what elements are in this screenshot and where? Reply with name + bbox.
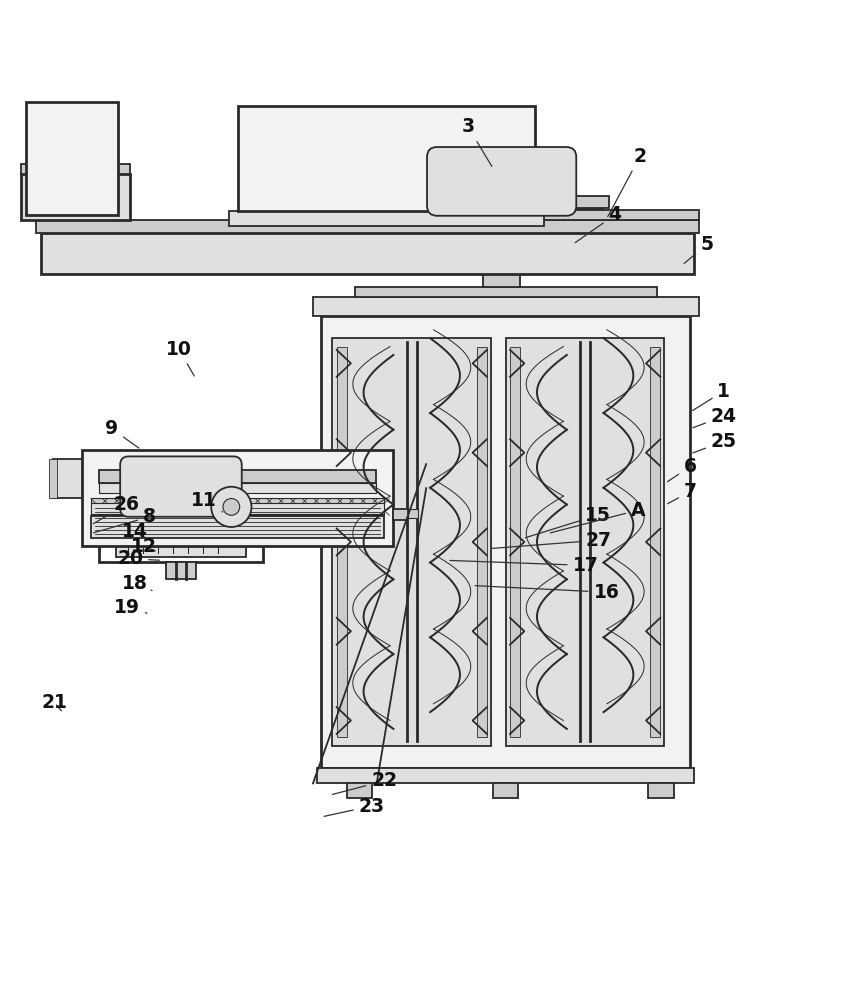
Bar (322, 316, 690, 768)
Text: 23: 23 (324, 797, 385, 816)
Bar (648, 783, 674, 798)
Bar (401, 208, 603, 273)
Bar (477, 347, 487, 737)
Text: 16: 16 (475, 583, 619, 602)
Bar (510, 347, 520, 737)
Bar (100, 483, 376, 493)
Text: 20: 20 (117, 549, 160, 568)
FancyBboxPatch shape (427, 147, 576, 216)
Bar (26, 102, 118, 215)
Bar (116, 508, 246, 557)
Bar (394, 196, 609, 208)
Text: 27: 27 (492, 531, 611, 550)
Text: 26: 26 (93, 495, 140, 524)
Text: 7: 7 (668, 482, 697, 504)
Bar (313, 297, 699, 316)
Bar (166, 562, 196, 579)
Bar (21, 164, 130, 174)
Text: 12: 12 (131, 537, 157, 556)
Text: 3: 3 (462, 117, 492, 166)
Text: 9: 9 (106, 419, 139, 448)
Bar (100, 510, 262, 562)
Text: 8: 8 (94, 507, 156, 533)
Bar (21, 174, 130, 220)
Bar (41, 233, 695, 274)
FancyBboxPatch shape (120, 456, 241, 517)
Bar (506, 338, 664, 746)
Bar (355, 287, 657, 297)
Bar (333, 338, 491, 746)
Bar (91, 503, 384, 514)
Text: 24: 24 (693, 407, 737, 428)
Bar (337, 347, 347, 737)
Text: 19: 19 (114, 598, 147, 617)
Text: 6: 6 (668, 457, 697, 482)
Bar (484, 266, 520, 287)
Bar (392, 509, 408, 520)
Bar (230, 211, 544, 226)
Bar (305, 210, 699, 220)
Bar (91, 498, 384, 515)
Text: 25: 25 (693, 432, 737, 453)
Bar (237, 106, 535, 211)
Text: 18: 18 (122, 574, 152, 593)
Polygon shape (313, 464, 426, 783)
Text: 22: 22 (333, 771, 398, 794)
Bar (374, 231, 401, 237)
Bar (347, 783, 371, 798)
Text: 11: 11 (191, 491, 223, 512)
Circle shape (211, 487, 252, 527)
Text: 4: 4 (576, 205, 621, 243)
Text: 15: 15 (525, 506, 611, 538)
Text: 2: 2 (608, 147, 647, 217)
Bar (650, 347, 660, 737)
Bar (36, 220, 699, 233)
Text: 5: 5 (684, 235, 713, 263)
Text: 17: 17 (450, 556, 598, 575)
Bar (493, 783, 518, 798)
Text: 1: 1 (693, 382, 730, 410)
Bar (53, 459, 83, 498)
Bar (91, 516, 384, 538)
Text: 10: 10 (166, 340, 194, 376)
Bar (317, 768, 695, 783)
Bar (95, 500, 268, 510)
Bar (422, 206, 582, 266)
Bar (49, 459, 57, 498)
Text: 14: 14 (122, 522, 149, 541)
Circle shape (223, 498, 240, 515)
Text: 21: 21 (42, 693, 68, 712)
Bar (100, 470, 376, 483)
Text: A: A (550, 501, 646, 533)
Bar (376, 218, 401, 237)
Bar (83, 450, 392, 546)
Bar (408, 509, 418, 518)
